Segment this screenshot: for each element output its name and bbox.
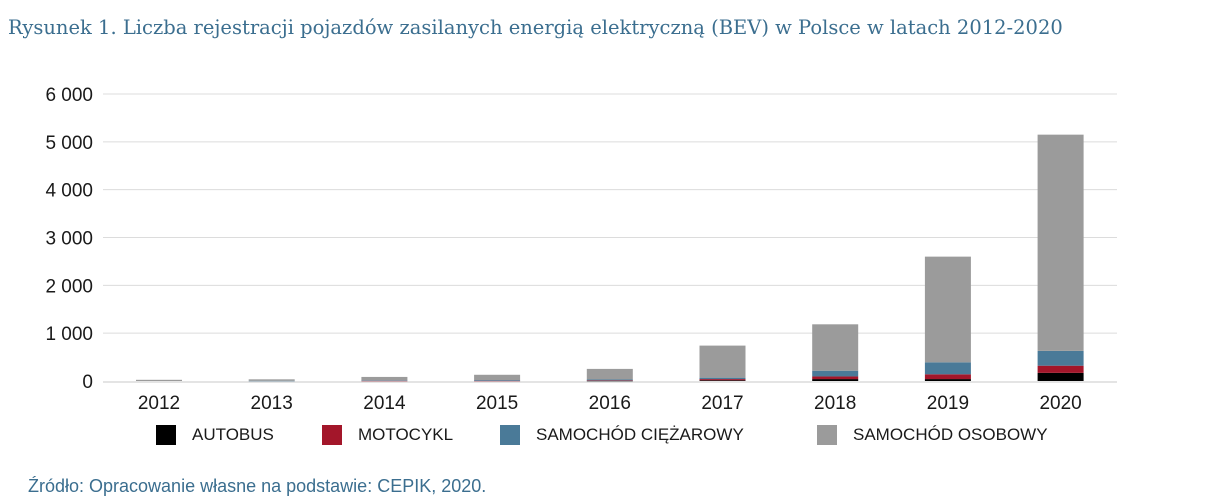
bar-segment — [361, 380, 408, 381]
bar-segment — [586, 380, 633, 381]
bar-segment — [812, 379, 859, 381]
bar-segment — [474, 374, 521, 381]
bar-segment — [1037, 350, 1084, 366]
y-tick-label: 3 000 — [45, 229, 93, 250]
legend-swatch-autobus — [156, 425, 176, 445]
bar-segment — [586, 379, 633, 381]
y-tick-label: 1 000 — [45, 324, 93, 345]
y-tick-label: 5 000 — [45, 133, 93, 154]
bar-segment — [474, 380, 521, 381]
figure-title: Rysunek 1. Liczba rejestracji pojazdów z… — [8, 16, 1063, 39]
legend-item-autobus: AUTOBUS — [156, 425, 274, 445]
bar-segment — [1037, 365, 1084, 373]
legend-item-samochod-osobowy: SAMOCHÓD OSOBOWY — [817, 425, 1048, 445]
bar-segment — [474, 380, 521, 382]
bar-segment — [812, 370, 859, 377]
legend-swatch-motocykl — [322, 425, 342, 445]
legend-swatch-samochod-osobowy — [817, 425, 837, 445]
y-tick-label: 6 000 — [45, 85, 93, 106]
legend-label-samochod-osobowy: SAMOCHÓD OSOBOWY — [853, 425, 1048, 444]
bar-segment — [699, 380, 746, 381]
bar-segment — [812, 324, 859, 371]
legend-item-motocykl: MOTOCYKL — [322, 425, 453, 445]
legend-item-samochod-ciezarowy: SAMOCHÓD CIĘŻAROWY — [500, 425, 744, 445]
bar-segment — [924, 374, 971, 380]
bar-segment — [699, 377, 746, 380]
legend-swatch-samochod-ciezarowy — [500, 425, 520, 445]
bar-segment — [136, 379, 182, 381]
bar-segment — [586, 368, 633, 380]
x-tick-label: 2013 — [251, 393, 293, 414]
bars — [136, 134, 1084, 382]
y-tick-label: 2 000 — [45, 276, 93, 297]
bar-segment — [361, 376, 408, 381]
bar-segment — [361, 380, 408, 382]
legend-label-autobus: AUTOBUS — [192, 425, 274, 444]
bar-segment — [586, 380, 633, 382]
x-tick-label: 2020 — [1039, 393, 1081, 414]
bar-segment — [1037, 372, 1084, 381]
x-tick-label: 2018 — [814, 393, 856, 414]
bar-segment — [699, 345, 746, 378]
x-tick-label: 2016 — [589, 393, 631, 414]
figure-source: Źródło: Opracowanie własne na podstawie:… — [28, 476, 487, 496]
bar-segment — [248, 379, 295, 381]
x-tick-label: 2012 — [138, 393, 180, 414]
x-axis-tick-labels: 2012 2013 2014 2015 2016 2017 2018 2019 2020 — [138, 393, 1082, 414]
bar-segment — [812, 376, 859, 380]
bar-segment — [699, 379, 746, 381]
legend-label-motocykl: MOTOCYKL — [358, 425, 454, 444]
y-axis-tick-labels: 0 1 000 2 000 3 000 4 000 5 000 6 000 — [45, 85, 93, 393]
bar-segment — [1037, 134, 1084, 351]
x-tick-label: 2015 — [476, 393, 518, 414]
x-tick-label: 2017 — [701, 393, 743, 414]
y-tick-label: 0 — [82, 372, 93, 393]
bar-segment — [924, 256, 971, 363]
x-tick-label: 2014 — [363, 393, 406, 414]
bar-segment — [924, 362, 971, 375]
bar-segment — [248, 380, 295, 382]
legend: AUTOBUS MOTOCYKL SAMOCHÓD CIĘŻAROWY SAMO… — [0, 425, 1228, 451]
bar-segment — [924, 379, 971, 381]
x-tick-label: 2019 — [927, 393, 969, 414]
y-tick-label: 4 000 — [45, 181, 93, 202]
legend-label-samochod-ciezarowy: SAMOCHÓD CIĘŻAROWY — [536, 425, 744, 444]
